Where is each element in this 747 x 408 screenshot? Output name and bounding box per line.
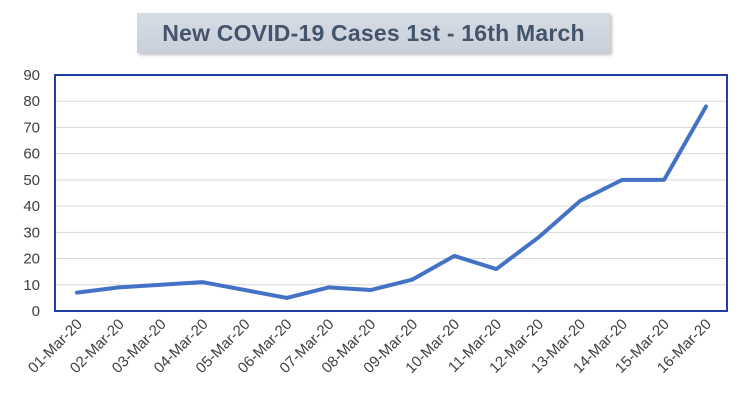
- data-point: [243, 288, 247, 292]
- y-tick-label: 20: [23, 251, 40, 268]
- y-tick-label: 50: [23, 172, 40, 189]
- x-axis-ticks: 01-Mar-2002-Mar-2003-Mar-2004-Mar-2005-M…: [25, 316, 715, 377]
- data-point: [494, 267, 498, 271]
- data-point: [285, 296, 289, 300]
- data-point: [75, 291, 79, 295]
- y-tick-label: 70: [23, 119, 40, 136]
- y-tick-label: 40: [23, 198, 40, 215]
- y-tick-label: 30: [23, 224, 40, 241]
- data-point: [159, 283, 163, 287]
- series-line: [75, 104, 708, 300]
- data-point: [410, 278, 414, 282]
- plot-area-border: [54, 74, 728, 312]
- y-axis-ticks: 0 10 20 30 40 50 60 70 80 90: [23, 67, 40, 320]
- series-layer: [75, 104, 708, 300]
- gridlines: [55, 100, 727, 286]
- y-tick-label: 60: [23, 146, 40, 163]
- data-point: [620, 178, 624, 182]
- data-point: [117, 285, 121, 289]
- data-point: [662, 178, 666, 182]
- data-point: [704, 104, 708, 108]
- y-tick-label: 0: [32, 303, 40, 320]
- data-point: [369, 288, 373, 292]
- y-tick-label: 10: [23, 277, 40, 294]
- data-point: [452, 254, 456, 258]
- y-tick-label: 80: [23, 93, 40, 110]
- y-tick-label: 90: [23, 67, 40, 84]
- data-point: [578, 199, 582, 203]
- data-point: [536, 236, 540, 240]
- data-point: [327, 285, 331, 289]
- data-point: [201, 280, 205, 284]
- chart-title: New COVID-19 Cases 1st - 16th March: [137, 13, 610, 53]
